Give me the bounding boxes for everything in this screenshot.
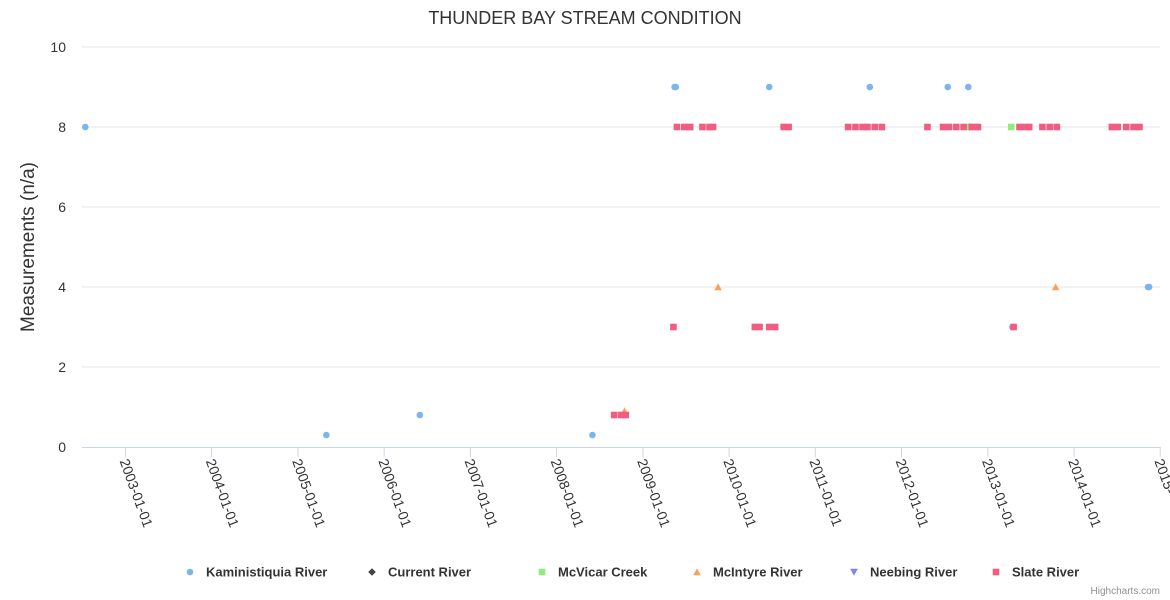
x-tick-label: 2008-01-01 — [548, 457, 588, 530]
legend-item-current-river[interactable]: Current River — [388, 565, 471, 580]
data-point-slate-river — [1010, 323, 1017, 331]
y-tick-label: 2 — [58, 359, 66, 375]
legend-item-mcvicar-creek[interactable]: McVicar Creek — [558, 565, 648, 580]
data-point-slate-river — [699, 123, 706, 131]
y-tick-label: 10 — [50, 39, 66, 55]
data-point-slate-river — [622, 411, 630, 419]
x-tick-label: 2015- — [1151, 457, 1170, 496]
legend-marker-mcintyre-river — [693, 568, 701, 576]
data-point-slate-river — [1046, 123, 1054, 131]
data-point-kaministiquia-river — [1145, 283, 1153, 291]
data-point-slate-river — [859, 123, 866, 131]
data-point-slate-river — [673, 123, 681, 131]
data-point-slate-river — [780, 123, 787, 131]
x-tick-label: 2006-01-01 — [375, 457, 415, 530]
data-point-slate-river — [610, 411, 618, 419]
data-point-slate-river — [756, 323, 763, 331]
data-point-slate-river — [1114, 123, 1122, 131]
y-axis-ticks: 0 2 4 6 8 10 — [50, 39, 66, 455]
chart-title: THUNDER BAY STREAM CONDITION — [428, 8, 741, 28]
data-point-kaministiquia-river — [866, 83, 874, 91]
data-point-slate-river — [1016, 123, 1023, 131]
data-point-slate-river — [960, 123, 967, 131]
data-point-kaministiquia-river — [323, 431, 330, 439]
data-point-kaministiquia-river — [82, 123, 89, 131]
credits-link[interactable]: Highcharts.com — [1091, 586, 1160, 597]
data-points — [82, 83, 1153, 439]
data-point-slate-river — [852, 123, 859, 131]
x-tick-label: 2009-01-01 — [634, 457, 674, 530]
data-point-slate-river — [1122, 123, 1130, 131]
data-point-slate-river — [1108, 123, 1116, 131]
legend-item-kaministiquia-river[interactable]: Kaministiquia River — [206, 565, 327, 580]
data-point-slate-river — [1130, 123, 1137, 131]
data-point-slate-river — [871, 123, 879, 131]
x-tick-label: 2013-01-01 — [979, 457, 1019, 530]
data-point-kaministiquia-river — [672, 83, 680, 91]
y-axis-label: Measurements (n/a) — [18, 162, 39, 332]
x-tick-label: 2007-01-01 — [462, 457, 502, 530]
legend-marker-current-river — [368, 568, 376, 576]
data-point-slate-river — [765, 323, 773, 331]
data-point-kaministiquia-river — [589, 431, 596, 439]
y-tick-label: 0 — [58, 439, 66, 455]
data-point-slate-river — [1025, 123, 1033, 131]
legend-item-slate-river[interactable]: Slate River — [1012, 565, 1079, 580]
data-point-kaministiquia-river — [416, 411, 424, 419]
x-tick-label: 2004-01-01 — [203, 457, 243, 530]
x-tick-label: 2003-01-01 — [117, 457, 157, 530]
data-point-mcintyre-river — [714, 283, 722, 291]
data-point-kaministiquia-river — [964, 83, 972, 91]
data-point-kaministiquia-river — [765, 83, 773, 91]
data-point-mcintyre-river — [1051, 283, 1060, 291]
data-point-slate-river — [968, 123, 976, 131]
data-point-slate-river — [706, 123, 713, 131]
legend-marker-kaministiquia-river — [186, 568, 194, 576]
legend-marker-mcvicar-creek — [538, 568, 546, 576]
data-point-slate-river — [878, 123, 886, 131]
data-point-slate-river — [974, 123, 982, 131]
legend-item-mcintyre-river[interactable]: McIntyre River — [713, 565, 803, 580]
data-point-slate-river — [1039, 123, 1046, 131]
data-point-slate-river — [670, 323, 677, 331]
y-tick-label: 8 — [58, 119, 66, 135]
legend-marker-slate-river — [992, 568, 1000, 576]
x-tick-label: 2011-01-01 — [806, 457, 845, 529]
data-point-slate-river — [864, 123, 871, 131]
data-point-slate-river — [686, 123, 694, 131]
data-point-kaministiquia-river — [944, 83, 952, 91]
y-tick-label: 6 — [58, 199, 66, 215]
data-point-slate-river — [751, 323, 759, 331]
data-point-mcvicar-creek — [1007, 123, 1015, 131]
data-point-slate-river — [1136, 123, 1143, 131]
x-tick-label: 2012-01-01 — [893, 457, 933, 530]
data-point-slate-river — [709, 123, 717, 131]
x-axis: 2003-01-01 2004-01-01 2005-01-01 2006-01-01… — [82, 447, 1170, 530]
data-point-slate-river — [945, 123, 953, 131]
data-point-slate-river — [1021, 123, 1028, 131]
grid-lines — [82, 46, 1160, 368]
data-point-slate-river — [771, 323, 779, 331]
data-point-slate-river — [924, 123, 931, 131]
x-tick-label: 2010-01-01 — [720, 457, 760, 530]
x-tick-label: 2014-01-01 — [1065, 457, 1105, 530]
y-tick-label: 4 — [58, 279, 66, 295]
data-point-slate-river — [617, 411, 625, 419]
data-point-slate-river — [680, 123, 688, 131]
data-point-slate-river — [939, 123, 947, 131]
data-point-slate-river — [785, 123, 792, 131]
legend-item-neebing-river[interactable]: Neebing River — [870, 565, 957, 580]
data-point-slate-river — [844, 123, 852, 131]
legend[interactable]: Kaministiquia River Current River McVicar … — [186, 565, 1080, 580]
legend-marker-neebing-river — [850, 568, 858, 576]
x-tick-label: 2005-01-01 — [289, 457, 329, 530]
data-point-slate-river — [1053, 123, 1061, 131]
data-point-slate-river — [952, 123, 960, 131]
